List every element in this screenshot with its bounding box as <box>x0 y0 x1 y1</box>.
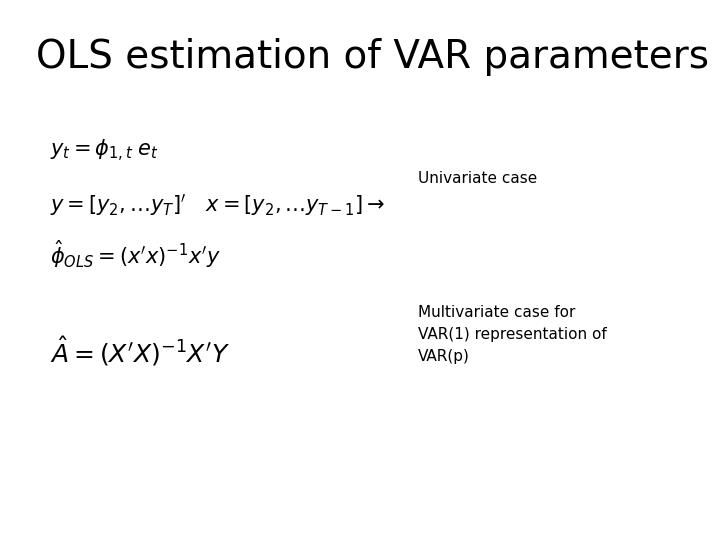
Text: $y = [y_2,\ldots y_T]^{\prime} \quad x = [y_2,\ldots y_{T-1}] \rightarrow$: $y = [y_2,\ldots y_T]^{\prime} \quad x =… <box>50 192 386 218</box>
Text: $y_t = \phi_{1,t} \; e_t$: $y_t = \phi_{1,t} \; e_t$ <box>50 138 159 164</box>
Text: OLS estimation of VAR parameters: OLS estimation of VAR parameters <box>36 38 709 76</box>
Text: Multivariate case for
VAR(1) representation of
VAR(p): Multivariate case for VAR(1) representat… <box>418 305 606 364</box>
Text: Univariate case: Univariate case <box>418 171 537 186</box>
Text: $\hat{A} = (X^{\prime}X)^{-1}X^{\prime}Y$: $\hat{A} = (X^{\prime}X)^{-1}X^{\prime}Y… <box>50 334 230 368</box>
Text: $\hat{\phi}_{OLS} = (x^{\prime}x)^{-1}x^{\prime}y$: $\hat{\phi}_{OLS} = (x^{\prime}x)^{-1}x^… <box>50 238 221 269</box>
